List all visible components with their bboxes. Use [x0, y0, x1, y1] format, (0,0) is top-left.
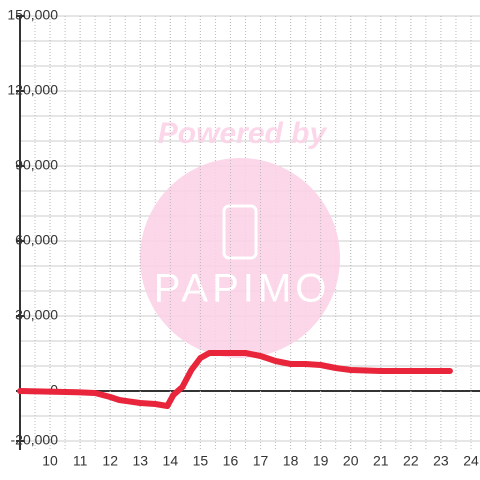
x-tick-label: 23	[433, 453, 449, 469]
x-tick-label: 19	[313, 453, 329, 469]
x-tick-label: 21	[373, 453, 389, 469]
x-tick-label: 15	[193, 453, 209, 469]
y-tick-label: 60,000	[15, 232, 58, 248]
x-tick-label: 13	[132, 453, 148, 469]
watermark-text: Powered by	[158, 117, 328, 150]
y-tick-label: 30,000	[15, 307, 58, 323]
watermark: Powered by PAPIMO	[140, 117, 340, 358]
y-tick-label: -20,000	[11, 432, 59, 448]
y-tick-label: 120,000	[7, 82, 58, 98]
data-line	[17, 350, 453, 409]
x-tick-label: 10	[42, 453, 58, 469]
x-tick-label: 17	[253, 453, 269, 469]
watermark-logo: PAPIMO	[154, 267, 331, 311]
y-tick-label: 90,000	[15, 157, 58, 173]
y-tick-label: 150,000	[7, 7, 58, 23]
x-tick-label: 16	[223, 453, 239, 469]
x-tick-label: 20	[343, 453, 359, 469]
phone-icon	[222, 204, 258, 260]
x-tick-label: 18	[283, 453, 299, 469]
x-tick-label: 24	[463, 453, 479, 469]
x-tick-label: 11	[73, 453, 88, 469]
x-tick-label: 12	[102, 453, 118, 469]
x-tick-label: 22	[403, 453, 419, 469]
x-tick-label: 14	[163, 453, 179, 469]
